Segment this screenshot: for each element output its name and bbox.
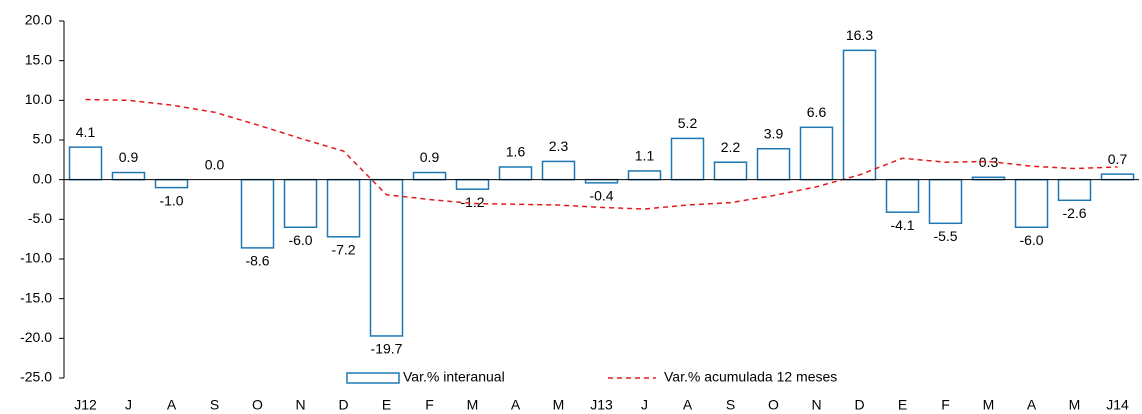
- y-tick-label: 15.0: [25, 51, 52, 67]
- bar: [154, 178, 189, 189]
- value-label: 1.6: [506, 144, 526, 160]
- value-label: -1.0: [159, 192, 183, 208]
- value-label: 5.2: [678, 115, 698, 131]
- x-tick-label: A: [167, 397, 177, 413]
- value-label: -0.4: [589, 188, 613, 204]
- value-label: 0.7: [1108, 151, 1128, 167]
- x-tick-label: J: [641, 397, 648, 413]
- bar: [1100, 173, 1135, 181]
- x-tick-label: S: [726, 397, 735, 413]
- bar: [326, 178, 361, 238]
- value-label: -6.0: [1019, 232, 1043, 248]
- value-label: -7.2: [331, 241, 355, 257]
- bar: [842, 49, 877, 181]
- legend-label: Var.% interanual: [403, 369, 505, 385]
- y-tick-label: -25.0: [20, 369, 52, 385]
- bar: [111, 171, 146, 181]
- x-tick-label: N: [811, 397, 821, 413]
- value-label: 16.3: [846, 27, 873, 43]
- y-tick-label: -10.0: [20, 250, 52, 266]
- x-tick-label: J12: [74, 397, 97, 413]
- bar: [756, 147, 791, 181]
- value-label: 0.9: [420, 149, 440, 165]
- bar: [799, 126, 834, 181]
- value-label: -4.1: [890, 217, 914, 233]
- line: [85, 98, 1118, 210]
- value-label: -6.0: [288, 232, 312, 248]
- x-tick-label: F: [941, 397, 950, 413]
- x-tick-label: D: [854, 397, 864, 413]
- bar: [713, 161, 748, 181]
- value-label: 0.9: [119, 149, 139, 165]
- bar: [240, 178, 275, 249]
- value-label: 1.1: [635, 148, 655, 164]
- bar: [928, 178, 963, 225]
- y-tick-label: 20.0: [25, 12, 52, 28]
- x-tick-label: M: [467, 397, 479, 413]
- x-tick-label: N: [295, 397, 305, 413]
- bar: [627, 170, 662, 181]
- bar: [1014, 178, 1049, 229]
- value-label: 2.2: [721, 139, 741, 155]
- bar: [283, 178, 318, 229]
- bar: [412, 171, 447, 181]
- value-label: 0.3: [979, 154, 999, 170]
- y-tick-label: 5.0: [33, 131, 53, 147]
- value-label: 4.1: [76, 124, 96, 140]
- y-tick-label: -15.0: [20, 289, 52, 305]
- x-tick-label: M: [1069, 397, 1081, 413]
- x-tick-label: A: [1027, 397, 1037, 413]
- bar: [885, 178, 920, 213]
- x-tick-label: M: [553, 397, 565, 413]
- bar: [541, 160, 576, 181]
- x-tick-label: S: [210, 397, 219, 413]
- value-label: -5.5: [933, 228, 957, 244]
- bar: [369, 178, 404, 337]
- value-label: 2.3: [549, 138, 569, 154]
- x-tick-label: E: [898, 397, 907, 413]
- bar: [670, 137, 705, 181]
- x-tick-label: J13: [590, 397, 613, 413]
- value-label: 6.6: [807, 104, 827, 120]
- x-tick-label: A: [511, 397, 521, 413]
- x-tick-label: O: [252, 397, 263, 413]
- x-tick-label: M: [983, 397, 995, 413]
- value-label: 3.9: [764, 125, 784, 141]
- x-tick-label: D: [338, 397, 348, 413]
- bar: [455, 178, 490, 190]
- y-tick-label: 10.0: [25, 91, 52, 107]
- bar: [498, 166, 533, 181]
- x-tick-label: A: [683, 397, 693, 413]
- value-label: -1.2: [460, 194, 484, 210]
- y-tick-label: -20.0: [20, 329, 52, 345]
- bar: [68, 146, 103, 181]
- bar: [1057, 178, 1092, 202]
- x-tick-label: J14: [1106, 397, 1129, 413]
- y-tick-label: 0.0: [33, 170, 53, 186]
- x-tick-label: O: [768, 397, 779, 413]
- legend-swatch: [346, 372, 400, 384]
- x-tick-label: J: [125, 397, 132, 413]
- value-label: -19.7: [371, 341, 403, 357]
- y-tick-label: -5.0: [28, 210, 52, 226]
- x-tick-label: F: [425, 397, 434, 413]
- value-label: 0.0: [205, 156, 225, 172]
- legend-label: Var.% acumulada 12 meses: [664, 369, 837, 385]
- x-tick-label: E: [382, 397, 391, 413]
- value-label: -2.6: [1062, 205, 1086, 221]
- value-label: -8.6: [245, 253, 269, 269]
